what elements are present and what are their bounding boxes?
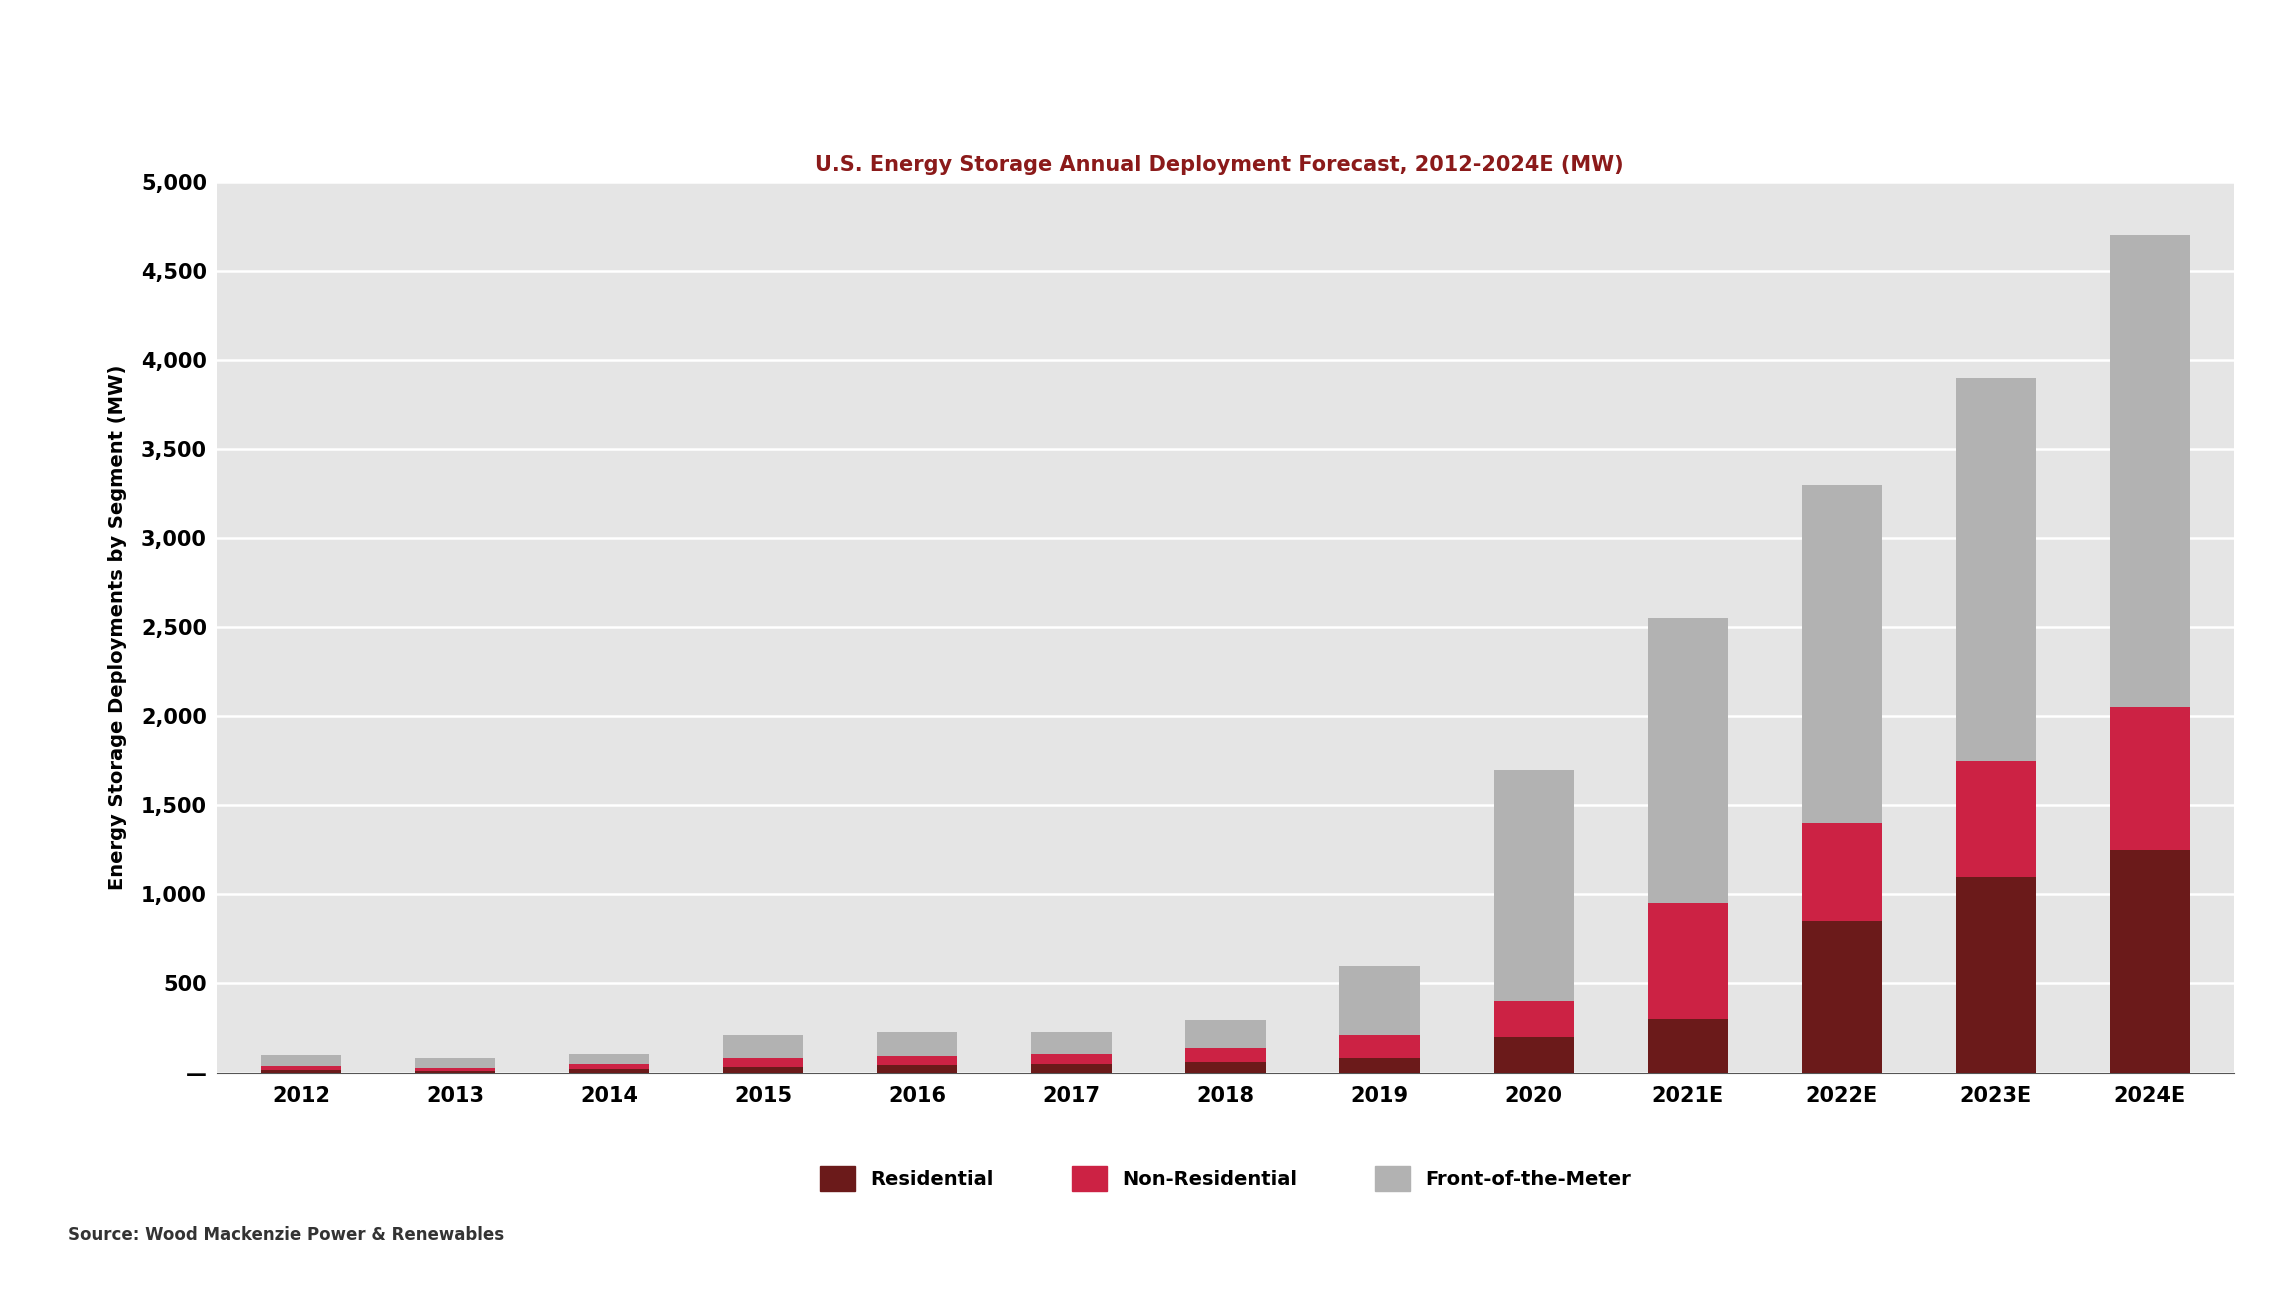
Bar xyxy=(415,1069,495,1071)
Bar xyxy=(1801,823,1881,922)
Bar xyxy=(723,1035,803,1058)
Bar xyxy=(1338,1058,1420,1072)
Bar xyxy=(570,1054,650,1063)
Bar xyxy=(723,1058,803,1067)
Bar xyxy=(1186,1062,1265,1072)
Bar xyxy=(2109,707,2189,850)
Bar xyxy=(1493,1037,1573,1072)
Bar xyxy=(1031,1031,1113,1054)
Bar xyxy=(1956,378,2036,760)
Bar xyxy=(570,1069,650,1072)
Bar xyxy=(1648,903,1728,1019)
Y-axis label: Energy Storage Deployments by Segment (MW): Energy Storage Deployments by Segment (M… xyxy=(107,364,128,890)
Bar xyxy=(1338,966,1420,1035)
Bar xyxy=(415,1071,495,1072)
Bar xyxy=(415,1058,495,1069)
Bar xyxy=(1493,770,1573,1001)
Bar xyxy=(1648,619,1728,904)
Bar xyxy=(878,1032,958,1056)
Bar xyxy=(2109,850,2189,1072)
Bar xyxy=(1801,922,1881,1072)
Bar xyxy=(878,1066,958,1072)
Bar xyxy=(1338,1035,1420,1058)
Bar xyxy=(1801,485,1881,823)
Legend: Residential, Non-Residential, Front-of-the-Meter: Residential, Non-Residential, Front-of-t… xyxy=(809,1157,1642,1201)
Bar xyxy=(1493,1001,1573,1037)
Bar xyxy=(2109,235,2189,707)
Bar xyxy=(1186,1020,1265,1048)
Text: U.S. Energy Storage Annual Deployment Forecast, 2012-2024E (MW): U.S. Energy Storage Annual Deployment Fo… xyxy=(816,155,1623,176)
Bar xyxy=(262,1066,342,1070)
Bar xyxy=(1648,1019,1728,1072)
Bar xyxy=(1031,1054,1113,1065)
Bar xyxy=(1956,760,2036,876)
Bar xyxy=(1186,1048,1265,1062)
Bar xyxy=(723,1067,803,1072)
Bar xyxy=(262,1054,342,1066)
Text: U.S. ENERGY STORAGE ANNUAL DEPLOYMENTS WILL REACH 4.7 GW BY 2024: U.S. ENERGY STORAGE ANNUAL DEPLOYMENTS W… xyxy=(333,68,1947,104)
Bar xyxy=(1031,1065,1113,1072)
Bar xyxy=(570,1063,650,1069)
Bar xyxy=(1956,876,2036,1072)
Bar xyxy=(262,1070,342,1072)
Text: Source: Wood Mackenzie Power & Renewables: Source: Wood Mackenzie Power & Renewable… xyxy=(68,1226,504,1244)
Bar xyxy=(878,1056,958,1066)
